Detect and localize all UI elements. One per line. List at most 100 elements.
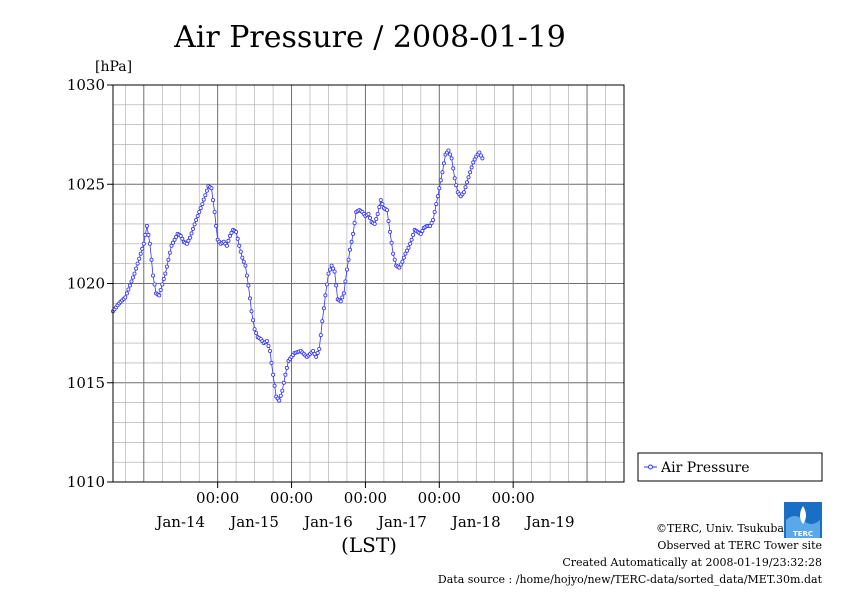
data-point [317, 346, 322, 351]
data-point [280, 388, 285, 393]
data-point [169, 243, 174, 248]
x-time-label: 00:00 [492, 489, 535, 507]
data-point [164, 264, 169, 269]
data-point [397, 265, 402, 270]
data-point [477, 150, 482, 155]
data-point [198, 206, 203, 211]
data-point [401, 255, 406, 260]
x-time-label: 00:00 [270, 489, 313, 507]
data-point [375, 211, 380, 216]
data-point [150, 273, 155, 278]
data-point [252, 327, 257, 332]
data-point [190, 226, 195, 231]
data-point [408, 241, 413, 246]
data-point [323, 293, 328, 298]
data-point [147, 241, 152, 246]
data-point [471, 160, 476, 165]
data-point [347, 247, 352, 252]
y-tick-label: 1010 [67, 473, 105, 491]
data-point [429, 220, 434, 225]
footer-copyright: ©TERC, Univ. Tsukuba [655, 522, 784, 535]
chart-title: Air Pressure / 2008-01-19 [173, 20, 566, 55]
data-point [389, 240, 394, 245]
data-point [343, 279, 348, 284]
data-point [391, 251, 396, 256]
data-point [349, 239, 354, 244]
legend-marker-sample [648, 464, 653, 470]
data-point [278, 393, 283, 398]
y-tick-label: 1030 [67, 76, 105, 94]
data-point [157, 293, 162, 298]
terc-logo: TERC [784, 502, 822, 538]
data-point [194, 217, 199, 222]
data-point [441, 161, 446, 166]
y-axis-unit: [hPa] [95, 59, 132, 75]
data-point [129, 279, 134, 284]
data-point [166, 257, 171, 262]
data-point [160, 282, 165, 287]
data-point [174, 234, 179, 239]
data-point [210, 198, 215, 203]
data-point [124, 291, 129, 296]
data-point [229, 230, 234, 235]
data-point [214, 223, 219, 228]
data-point [341, 291, 346, 296]
data-point [152, 282, 157, 287]
data-point [203, 193, 208, 198]
x-day-label: Jan-18 [450, 513, 501, 531]
data-point [244, 273, 249, 278]
data-point [435, 194, 440, 199]
data-point [195, 213, 200, 218]
data-point [461, 190, 466, 195]
data-point [180, 236, 185, 241]
data-point [326, 271, 331, 276]
x-day-label: Jan-17 [376, 513, 427, 531]
data-point [170, 240, 175, 245]
plot-grid [113, 84, 624, 483]
legend-label: Air Pressure [660, 460, 750, 476]
data-point [324, 282, 329, 287]
data-point [392, 257, 397, 262]
data-point [320, 319, 325, 324]
data-point [366, 211, 371, 216]
data-point [431, 217, 436, 222]
data-point [449, 156, 454, 161]
data-point [469, 165, 474, 170]
data-point [372, 221, 377, 226]
x-time-label: 00:00 [196, 489, 239, 507]
data-point [387, 229, 392, 234]
data-point [224, 243, 229, 248]
x-time-label: 00:00 [344, 489, 387, 507]
data-point [398, 262, 403, 267]
data-point [161, 276, 166, 281]
data-point [144, 223, 149, 228]
data-point [186, 238, 191, 243]
legend-box [637, 452, 823, 482]
data-point [331, 266, 336, 271]
data-point [184, 241, 189, 246]
data-point [403, 251, 408, 256]
data-point [127, 283, 132, 288]
data-point [384, 208, 389, 213]
data-point [374, 216, 379, 221]
y-axis-ticks: 1010 1015 1020 1025 1030 [67, 76, 113, 491]
data-point [243, 263, 248, 268]
data-point [249, 309, 254, 314]
y-tick-label: 1025 [67, 175, 105, 193]
data-point [380, 202, 385, 207]
data-point [284, 365, 289, 370]
data-point [254, 331, 259, 336]
data-point [409, 237, 414, 242]
data-point [271, 372, 276, 377]
data-point [247, 296, 252, 301]
data-point [187, 235, 192, 240]
legend: Air Pressure [637, 452, 823, 482]
data-point [212, 209, 217, 214]
data-point [400, 259, 405, 264]
data-point [334, 283, 339, 288]
x-day-label: Jan-15 [228, 513, 279, 531]
data-point [126, 287, 131, 292]
y-tick-label: 1020 [67, 275, 105, 293]
data-point [197, 209, 202, 214]
